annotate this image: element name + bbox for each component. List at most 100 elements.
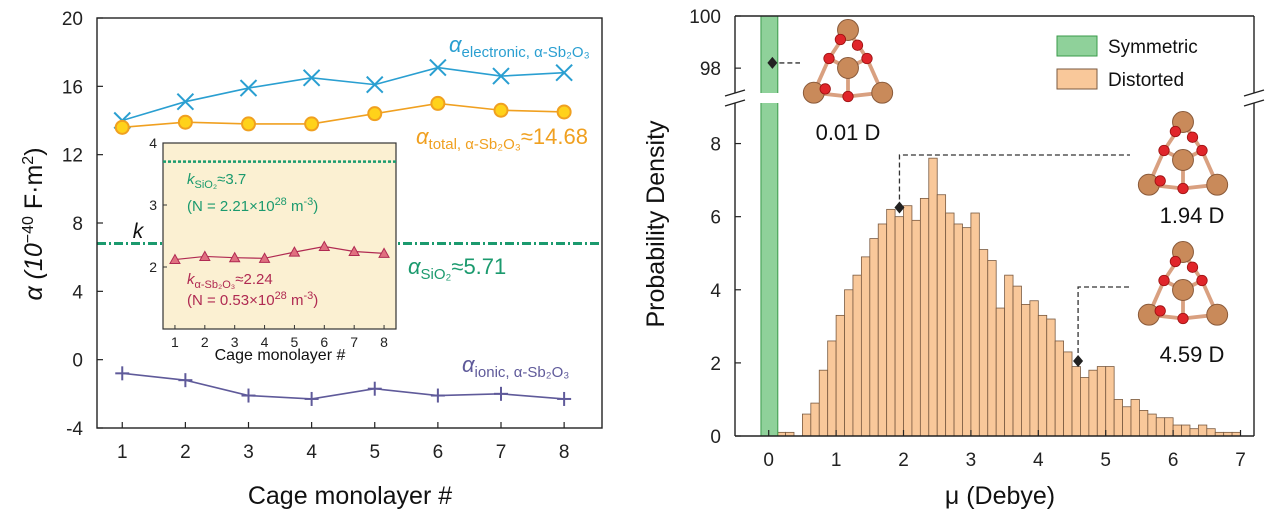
symmetric-bar-break bbox=[759, 93, 779, 103]
distorted-bar bbox=[827, 340, 837, 437]
left-y-tick-label: -4 bbox=[66, 419, 83, 440]
distorted-bar bbox=[1029, 300, 1039, 437]
distorted-bar bbox=[1113, 399, 1123, 437]
annotation-label: 4.59 D bbox=[1160, 342, 1225, 367]
right-y-upper-tick-label: 98 bbox=[700, 59, 721, 80]
inset-n-sb-exp: 28 bbox=[275, 290, 287, 302]
right-x-tick-label: 1 bbox=[831, 450, 842, 471]
marker-x-electronic bbox=[429, 58, 447, 77]
o-atom bbox=[1154, 305, 1166, 317]
left-ylabel-prefix: α (10 bbox=[20, 243, 48, 300]
right-annotations: 0.01 D 1.94 D 4.59 D bbox=[767, 19, 1229, 368]
right-y-tick-label: 8 bbox=[710, 135, 721, 156]
right-chart: 0 1 2 3 4 5 6 7 0 2 4 6 8 98 100 0.01 D 1.94 D 4.59 D Pr… bbox=[642, 7, 1266, 510]
inset-triangle-marker bbox=[378, 247, 390, 258]
distorted-bar bbox=[1080, 377, 1090, 437]
marker-circle-total bbox=[430, 95, 446, 111]
distorted-bar bbox=[886, 208, 896, 437]
molecule-structure bbox=[802, 19, 894, 104]
inset-triangle-marker bbox=[228, 251, 241, 263]
distorted-bar bbox=[953, 223, 963, 437]
axis-break-slash bbox=[1243, 89, 1265, 97]
distorted-bar bbox=[1046, 318, 1056, 437]
annotation-label: 1.94 D bbox=[1160, 203, 1225, 228]
o-atom bbox=[1186, 131, 1199, 143]
inset-n-sb-unit-exp: -3 bbox=[303, 290, 313, 302]
inset-x-tick-label: 6 bbox=[320, 334, 328, 350]
marker-x-stroke bbox=[176, 93, 195, 111]
marker-x-stroke bbox=[366, 75, 384, 94]
o-atom bbox=[819, 83, 831, 95]
marker-plus-ionic bbox=[430, 388, 445, 403]
right-bars-layer bbox=[760, 15, 1241, 437]
distorted-bar bbox=[1071, 366, 1081, 437]
series-line-ionic bbox=[122, 372, 565, 400]
left-x-tick-label: 3 bbox=[243, 442, 254, 463]
distorted-bar bbox=[919, 197, 930, 437]
marker-circle-total bbox=[367, 106, 383, 122]
distorted-bar bbox=[802, 413, 812, 437]
distorted-bar bbox=[1139, 410, 1149, 437]
marker-x-electronic bbox=[492, 67, 510, 85]
left-x-tick-label: 5 bbox=[369, 442, 380, 463]
distorted-bar bbox=[945, 212, 955, 437]
inset-series-layer bbox=[163, 160, 396, 265]
distorted-bar bbox=[810, 402, 820, 437]
inset-x-tick-label: 4 bbox=[261, 334, 269, 350]
distorted-bar bbox=[1197, 424, 1208, 437]
inset-k-sio2-label: kSiO₂≈3.7 bbox=[187, 171, 246, 191]
label-electronic-greek: α bbox=[449, 32, 463, 57]
distorted-bar bbox=[970, 212, 980, 437]
sb-atom bbox=[1172, 279, 1194, 301]
distorted-bar bbox=[1164, 417, 1174, 437]
inset-n-sio2-label: (N = 2.21×1028 m-3) bbox=[187, 196, 318, 215]
legend-swatch-distorted bbox=[1056, 68, 1098, 90]
inset-y-axis-title: k bbox=[133, 220, 145, 243]
left-ylabel-close: ) bbox=[20, 147, 48, 155]
right-x-tick-label: 4 bbox=[1033, 450, 1044, 471]
inset-n-sio2-unit-exp: -3 bbox=[303, 196, 313, 208]
o-atom bbox=[834, 33, 847, 46]
symmetric-bar bbox=[760, 15, 779, 437]
right-y-tick-label: 0 bbox=[710, 427, 721, 448]
label-sio2-val: ≈5.71 bbox=[451, 254, 506, 279]
inset-k-sb-val: ≈2.24 bbox=[235, 271, 272, 288]
distorted-bar bbox=[1206, 428, 1216, 437]
o-atom bbox=[1177, 312, 1189, 325]
inset-x-tick-label: 5 bbox=[291, 334, 299, 350]
inset-x-tick-label: 8 bbox=[380, 334, 388, 350]
o-atom bbox=[1169, 125, 1182, 138]
marker-plus-ionic bbox=[557, 391, 572, 406]
annotation-1: 0.01 D bbox=[767, 19, 894, 145]
o-atom bbox=[861, 52, 873, 65]
distorted-bar bbox=[894, 216, 904, 437]
axis-break-slash bbox=[1243, 99, 1265, 107]
marker-circle-total bbox=[304, 116, 320, 132]
marker-x-stroke bbox=[429, 58, 447, 77]
distorted-bar bbox=[1189, 428, 1199, 437]
distorted-bar bbox=[818, 369, 829, 437]
marker-plus-ionic bbox=[367, 381, 382, 396]
distorted-bar bbox=[903, 205, 913, 437]
distorted-bar bbox=[962, 227, 972, 437]
distorted-bar bbox=[978, 249, 989, 437]
left-x-tick-label: 7 bbox=[496, 442, 507, 463]
marker-x-electronic bbox=[366, 75, 384, 94]
distorted-bar bbox=[995, 307, 1006, 437]
distorted-bar bbox=[1105, 366, 1115, 437]
inset-n-sb-label: (N = 0.53×1028 m-3) bbox=[187, 290, 318, 309]
inset-x-tick-label: 2 bbox=[201, 334, 209, 350]
distorted-bar bbox=[1063, 351, 1073, 437]
inset-k-sio2-val: ≈3.7 bbox=[217, 171, 246, 188]
marker-plus-ionic bbox=[304, 391, 319, 406]
sb-atom bbox=[1206, 303, 1229, 326]
left-ylabel-suffix: F·m bbox=[20, 165, 48, 216]
marker-circle-total bbox=[114, 119, 130, 135]
marker-plus-ionic bbox=[241, 388, 256, 403]
legend-label-distorted: Distorted bbox=[1108, 70, 1184, 91]
marker-x-electronic bbox=[176, 93, 195, 111]
o-atom bbox=[1158, 144, 1170, 157]
o-atom bbox=[1154, 175, 1166, 187]
left-ylabel-sq: 2 bbox=[20, 156, 37, 165]
